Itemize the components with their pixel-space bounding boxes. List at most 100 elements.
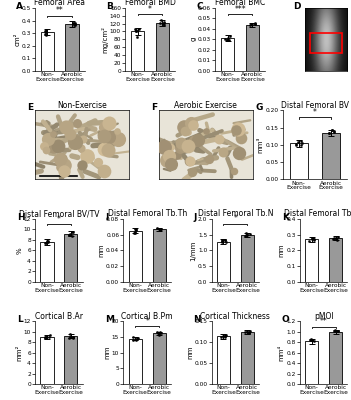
Point — [133, 337, 139, 344]
Point — [161, 18, 167, 25]
Point — [164, 156, 170, 163]
Point — [166, 153, 171, 160]
Point — [236, 150, 242, 156]
Y-axis label: mm³: mm³ — [258, 137, 264, 153]
Point — [101, 133, 107, 140]
Bar — [65, 24, 79, 70]
Text: I: I — [105, 213, 108, 222]
Bar — [290, 143, 308, 179]
Y-axis label: mm: mm — [279, 244, 285, 257]
Point — [156, 331, 161, 337]
Point — [58, 164, 63, 170]
Point — [66, 334, 72, 341]
Point — [309, 337, 314, 344]
Bar — [41, 32, 54, 70]
Point — [218, 334, 224, 340]
Bar — [217, 336, 230, 384]
Point — [154, 224, 160, 231]
Point — [158, 17, 164, 24]
Point — [333, 236, 339, 242]
Title: Non-Exercise: Non-Exercise — [57, 101, 107, 110]
Point — [114, 128, 119, 134]
Point — [335, 328, 340, 334]
Point — [216, 136, 221, 142]
Point — [195, 137, 201, 143]
Title: Distal Femoral BV/TV: Distal Femoral BV/TV — [19, 209, 99, 218]
Point — [158, 330, 164, 336]
Point — [58, 156, 64, 162]
Text: **: ** — [56, 6, 64, 15]
Point — [70, 20, 76, 27]
Point — [326, 130, 332, 137]
Text: *: * — [57, 215, 61, 224]
Point — [219, 238, 225, 245]
Point — [331, 128, 337, 135]
Point — [115, 136, 121, 143]
Point — [233, 127, 239, 133]
Point — [243, 233, 249, 239]
Point — [134, 33, 140, 40]
Point — [72, 139, 78, 146]
Point — [332, 327, 338, 334]
Point — [252, 21, 258, 27]
Y-axis label: mm: mm — [187, 346, 193, 360]
Point — [45, 238, 51, 244]
Point — [222, 237, 228, 243]
Point — [101, 167, 107, 174]
Point — [188, 120, 193, 126]
Point — [71, 20, 77, 26]
Point — [331, 235, 337, 241]
Title: Cortical Thickness: Cortical Thickness — [200, 312, 270, 321]
Point — [309, 236, 315, 242]
Title: Femoral BMC: Femoral BMC — [215, 0, 265, 7]
Point — [102, 124, 108, 130]
Point — [308, 336, 313, 342]
Point — [69, 229, 74, 235]
Point — [224, 37, 230, 43]
Point — [72, 20, 78, 26]
Point — [133, 226, 139, 233]
Point — [246, 330, 252, 336]
Text: D: D — [293, 2, 300, 11]
Point — [42, 334, 48, 340]
Bar — [305, 239, 318, 282]
Point — [168, 161, 174, 167]
Text: M: M — [105, 315, 114, 324]
Point — [185, 143, 190, 149]
Point — [79, 162, 85, 168]
Text: A: A — [16, 2, 23, 11]
Point — [223, 237, 228, 244]
Point — [157, 329, 163, 335]
Bar — [241, 332, 254, 384]
Point — [47, 332, 53, 338]
Bar — [40, 242, 54, 282]
Point — [177, 145, 183, 152]
Point — [95, 158, 101, 165]
Point — [299, 140, 305, 146]
Text: K: K — [282, 213, 289, 222]
Point — [246, 330, 251, 336]
Y-axis label: mm: mm — [99, 244, 105, 257]
Text: F: F — [151, 104, 157, 112]
Point — [235, 125, 241, 132]
Point — [158, 226, 164, 233]
Point — [306, 238, 312, 244]
Point — [43, 334, 49, 340]
Point — [225, 34, 231, 41]
Point — [80, 135, 86, 142]
Title: Distal Femoral Tb.N: Distal Femoral Tb.N — [198, 209, 273, 218]
Point — [309, 337, 314, 344]
Point — [294, 142, 299, 148]
Point — [44, 28, 49, 35]
Point — [67, 334, 73, 340]
Bar — [40, 337, 54, 384]
Point — [309, 235, 315, 241]
Point — [187, 158, 192, 164]
Point — [61, 162, 67, 168]
Point — [335, 328, 341, 334]
Point — [45, 239, 50, 245]
Point — [336, 234, 341, 240]
Point — [70, 334, 76, 340]
Point — [248, 22, 253, 28]
Y-axis label: %: % — [16, 247, 22, 254]
